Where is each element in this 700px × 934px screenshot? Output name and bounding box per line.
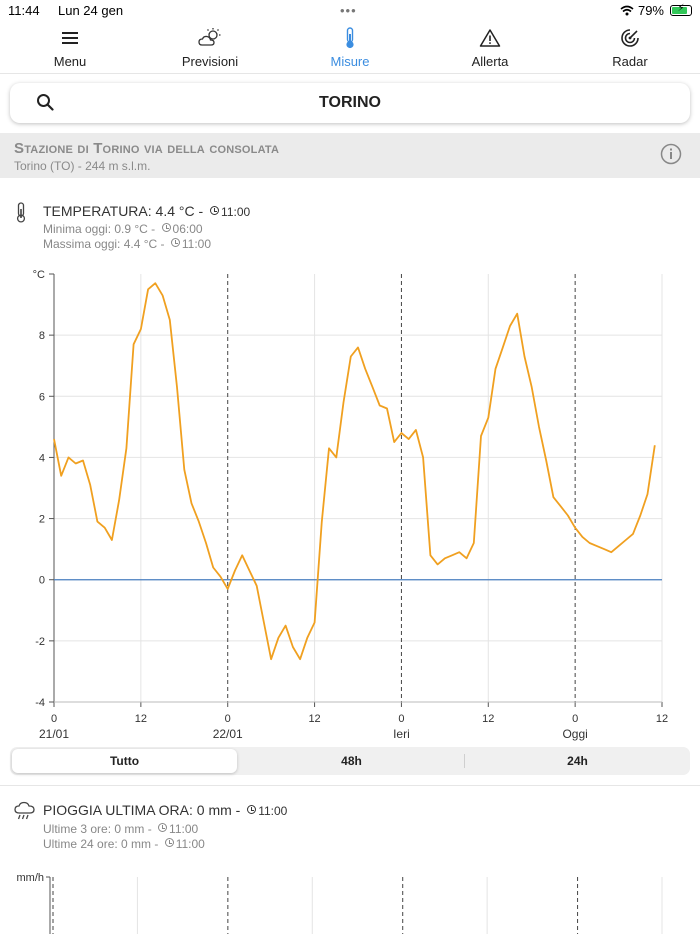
rain-current: PIOGGIA ULTIMA ORA: 0 mm - 11:00 [43, 802, 287, 818]
search-icon[interactable] [36, 93, 54, 116]
y-tick-label: 2 [39, 514, 45, 526]
range-tab-all[interactable]: Tutto [12, 749, 237, 773]
rain-24h-label: Ultime 24 ore: 0 mm - [43, 837, 159, 851]
x-day-label: 22/01 [213, 727, 243, 741]
nav-menu-label: Menu [53, 54, 87, 69]
station-subtitle: Torino (TO) - 244 m s.l.m. [14, 159, 151, 173]
rain-time: 11:00 [258, 804, 288, 818]
x-tick-label: 12 [135, 713, 147, 725]
rain-chart[interactable]: mm/h [0, 865, 700, 934]
nav-previsioni[interactable]: Previsioni [140, 22, 280, 73]
rain-headline: PIOGGIA ULTIMA ORA: 0 mm - [43, 802, 241, 818]
selected-city: TORINO [319, 94, 381, 111]
station-title: Stazione di Torino via della consolata [14, 140, 280, 157]
y-tick-label: 4 [39, 452, 45, 464]
nav-previsioni-label: Previsioni [181, 54, 239, 69]
rain-last-3h: Ultime 3 ore: 0 mm - 11:00 [43, 822, 198, 836]
range-selector: Tutto 48h 24h [10, 747, 690, 775]
multitasking-dots[interactable]: ••• [340, 3, 357, 18]
city-search-bar[interactable]: TORINO [10, 83, 690, 123]
clock-icon [210, 206, 220, 215]
x-tick-label: 12 [308, 713, 320, 725]
range-separator [464, 754, 465, 768]
warning-icon [479, 26, 501, 50]
section-divider [0, 785, 700, 786]
temperature-chart[interactable]: -4 -2 0 2 4 6 8 °C 0 21/01 12 0 22/01 12 0 Ieri 12 0 Oggi 1… [0, 262, 700, 746]
info-icon[interactable] [660, 143, 682, 170]
y-axis-label: °C [33, 269, 45, 281]
y-tick-label: 6 [39, 391, 45, 403]
temperature-max-label: Massima oggi: 4.4 °C - [43, 237, 165, 251]
rain-24h-time: 11:00 [175, 837, 205, 851]
nav-radar-label: Radar [612, 54, 648, 69]
x-day-label: Oggi [562, 727, 587, 741]
range-tab-24h[interactable]: 24h [567, 754, 588, 768]
nav-radar[interactable]: Radar [560, 22, 700, 73]
clock-icon [158, 823, 168, 832]
temperature-min: Minima oggi: 0.9 °C - 06:00 [43, 222, 203, 236]
x-tick-label: 0 [572, 713, 578, 725]
temperature-time: 11:00 [221, 205, 251, 219]
x-tick-label: 0 [51, 713, 57, 725]
y-tick-label: -2 [35, 636, 45, 648]
temperature-min-label: Minima oggi: 0.9 °C - [43, 222, 156, 236]
clock-icon [164, 838, 174, 847]
radar-icon [619, 26, 641, 50]
x-day-label: Ieri [393, 727, 410, 741]
nav-menu[interactable]: Menu [0, 22, 140, 73]
y-tick-label: 8 [39, 330, 45, 342]
y-tick-label: -4 [35, 697, 45, 709]
nav-allerta-label: Allerta [471, 54, 509, 69]
clock-icon [170, 238, 180, 247]
status-date: Lun 24 gen [58, 3, 124, 18]
temperature-series-line [53, 282, 656, 661]
y-tick-label: 0 [39, 575, 45, 587]
rain-3h-label: Ultime 3 ore: 0 mm - [43, 822, 152, 836]
x-tick-label: 0 [398, 713, 404, 725]
clock-icon [247, 805, 257, 814]
station-header: Stazione di Torino via della consolata T… [0, 133, 700, 178]
nav-allerta[interactable]: Allerta [420, 22, 560, 73]
nav-misure[interactable]: Misure [280, 22, 420, 73]
thermometer-icon [343, 26, 357, 50]
x-tick-label: 12 [656, 713, 668, 725]
range-tab-48h[interactable]: 48h [341, 754, 362, 768]
weather-icon [197, 26, 223, 50]
rain-cloud-icon [14, 801, 36, 826]
rain-3h-time: 11:00 [169, 822, 199, 836]
clock-icon [161, 223, 171, 232]
rain-last-24h: Ultime 24 ore: 0 mm - 11:00 [43, 837, 205, 851]
battery-level [672, 7, 687, 14]
battery-percent: 79% [637, 3, 664, 18]
temperature-max: Massima oggi: 4.4 °C - 11:00 [43, 237, 211, 251]
temperature-max-time: 11:00 [181, 237, 211, 251]
temperature-min-time: 06:00 [172, 222, 203, 236]
status-time: 11:44 [8, 3, 40, 18]
x-tick-label: 0 [225, 713, 231, 725]
status-bar: 11:44 Lun 24 gen ••• 79% ⚡ [0, 0, 700, 22]
menu-icon [61, 26, 79, 50]
nav-misure-label: Misure [330, 54, 370, 69]
battery-icon: ⚡ [670, 3, 692, 16]
temperature-headline: TEMPERATURA: 4.4 °C - [43, 203, 204, 219]
x-tick-label: 12 [482, 713, 494, 725]
temperature-current: TEMPERATURA: 4.4 °C - 11:00 [43, 203, 250, 219]
top-nav: Menu Previsioni Misure [0, 22, 700, 74]
rain-y-axis-label: mm/h [17, 872, 45, 884]
thermometer-small-icon [14, 202, 28, 229]
wifi-icon [620, 5, 634, 16]
x-day-label: 21/01 [39, 727, 69, 741]
